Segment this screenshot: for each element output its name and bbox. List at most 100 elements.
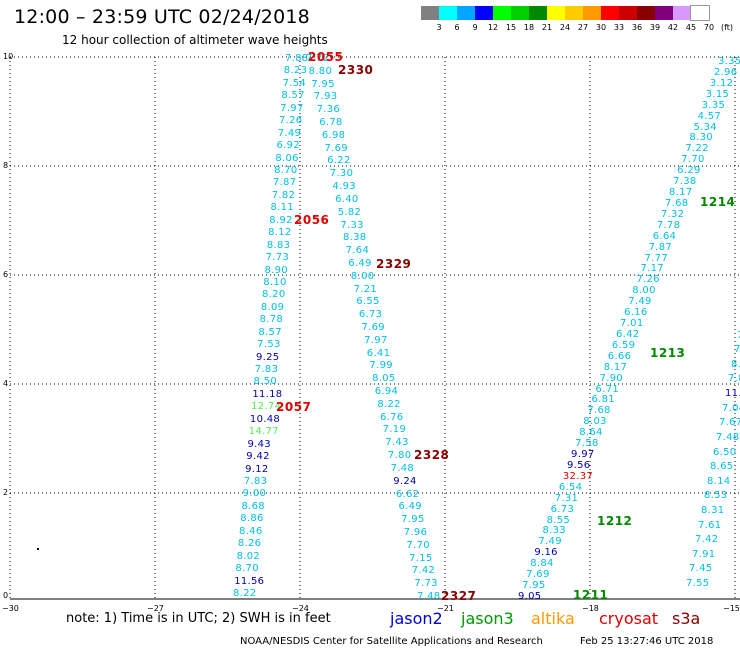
wave-height-value: 6.78 xyxy=(319,117,343,129)
wave-height-value: 9.12 xyxy=(245,463,269,475)
wave-height-value: 7.95 xyxy=(522,580,546,592)
wave-height-value: 7.68 xyxy=(664,197,689,209)
scale-swatch xyxy=(547,6,565,20)
scale-label: 45 xyxy=(685,23,697,32)
wave-height-value: 7.32 xyxy=(660,208,685,220)
scale-swatch xyxy=(457,6,475,20)
wave-height-value: 7.69 xyxy=(324,142,348,154)
x-tick-label: −27 xyxy=(147,604,164,613)
wave-height-value: 7.70 xyxy=(681,154,705,166)
track-id-label: 1213 xyxy=(650,346,686,360)
wave-height-value: 8.92 xyxy=(269,214,293,226)
wave-height-value: 6.42 xyxy=(615,328,640,340)
wave-height-value: 7.36 xyxy=(316,104,341,116)
wave-height-value: 9.43 xyxy=(247,438,271,450)
scale-label: 18 xyxy=(523,23,535,32)
wave-height-value: 6.55 xyxy=(356,296,380,308)
wave-height-value: 6.50 xyxy=(713,446,737,458)
wave-height-value: 4.57 xyxy=(697,110,722,122)
wave-height-value: 6.81 xyxy=(591,394,615,406)
track-id-label: 2055 xyxy=(308,50,344,64)
scale-label: 12 xyxy=(487,23,499,32)
scale-swatch xyxy=(439,6,457,20)
wave-height-value: 7.61 xyxy=(698,519,722,531)
wave-height-value: 11.34 xyxy=(725,388,740,400)
legend-s3a: s3a xyxy=(672,609,701,628)
wave-height-value: 7.19 xyxy=(382,424,407,436)
wave-height-value: 7.55 xyxy=(686,578,710,589)
scale-label: 70 xyxy=(703,23,715,32)
y-tick-label: 0 xyxy=(3,591,9,600)
track-id-label: 1212 xyxy=(597,514,633,528)
scale-swatch xyxy=(655,6,673,20)
wave-height-value: 6.76 xyxy=(380,411,404,423)
wave-height-value: 8.46 xyxy=(239,525,263,537)
scale-swatch xyxy=(565,6,583,20)
scale-label: 36 xyxy=(631,23,643,32)
wave-height-value: 7.83 xyxy=(243,476,268,488)
wave-height-value: 7.04 xyxy=(722,402,740,414)
wave-height-value: 7.45 xyxy=(689,563,713,575)
wave-height-value: 7.01 xyxy=(620,318,644,330)
wave-height-value: 7.77 xyxy=(644,252,668,264)
wave-height-value: 6.41 xyxy=(366,347,391,359)
wave-height-value: 9.05 xyxy=(518,591,542,602)
wave-height-value: 7.82 xyxy=(271,189,296,201)
wave-height-value: 7.26 xyxy=(636,274,660,286)
wave-height-value: 8.65 xyxy=(710,461,734,473)
wave-height-value: 8.09 xyxy=(260,301,285,313)
wave-height-value: 7.49 xyxy=(538,536,562,548)
wave-height-value: 8.80 xyxy=(308,65,333,77)
wave-height-value: 7.68 xyxy=(587,405,611,417)
wave-height-value: 7.97 xyxy=(280,102,304,114)
color-scale xyxy=(421,5,710,21)
wave-height-value: 7.73 xyxy=(414,578,438,590)
wave-height-value: 8.90 xyxy=(264,264,288,276)
x-tick-label: −18 xyxy=(582,604,599,613)
x-tick-label: −15 xyxy=(723,604,740,613)
wave-height-value: 7.87 xyxy=(272,177,297,189)
scale-label: 42 xyxy=(667,23,679,32)
wave-height-value: 8.22 xyxy=(233,588,257,599)
wave-height-value: 6.16 xyxy=(624,307,648,319)
scale-swatch xyxy=(673,6,691,20)
scale-label: 30 xyxy=(595,23,607,32)
track-id-label: 2329 xyxy=(376,257,412,271)
wave-height-value: 7.42 xyxy=(411,565,436,577)
track-id-label: 2057 xyxy=(276,400,312,414)
wave-height-value: 7.88 xyxy=(285,53,309,64)
wave-height-value: 11.18 xyxy=(252,388,283,400)
wave-height-value: 8.55 xyxy=(546,514,571,526)
scale-label: (ft) xyxy=(720,23,734,32)
wave-height-value: 6.94 xyxy=(374,386,399,398)
wave-height-value: 6.73 xyxy=(550,503,575,515)
wave-height-value: 9.42 xyxy=(246,451,270,463)
wave-height-value: 3.35 xyxy=(701,99,726,111)
wave-height-value: 7.95 xyxy=(311,78,335,90)
wave-height-value: 5.82 xyxy=(337,206,362,218)
note: note: 1) Time is in UTC; 2) SWH is in fe… xyxy=(66,611,331,626)
wave-height-value: 8.22 xyxy=(377,398,401,410)
wave-height-value: 8.05 xyxy=(372,373,396,385)
wave-height-value: 3.35 xyxy=(718,56,740,67)
wave-height-value: 7.99 xyxy=(369,360,393,372)
wave-height-value: 9.97 xyxy=(571,449,595,461)
wave-height-value: 7.95 xyxy=(401,514,425,526)
track-id-label: 1214 xyxy=(700,195,736,209)
wave-height-value: 6.59 xyxy=(611,339,636,351)
x-tick-label: −24 xyxy=(292,604,309,613)
y-tick-label: 2 xyxy=(3,488,9,497)
scale-label: 6 xyxy=(454,23,460,32)
wave-height-value: 6.73 xyxy=(358,309,383,321)
track-id-label: 2330 xyxy=(338,63,374,77)
wave-height-value: 7.78 xyxy=(656,219,681,231)
wave-height-value: 7.30 xyxy=(329,168,354,180)
scale-label: 15 xyxy=(505,23,517,32)
track-id-label: 2056 xyxy=(294,213,330,227)
scale-label: 33 xyxy=(613,23,625,32)
y-tick-label: 6 xyxy=(3,270,9,279)
wave-height-value: 7.96 xyxy=(403,526,428,538)
wave-height-value: 8.06 xyxy=(275,152,299,164)
wave-height-value: 7.72 xyxy=(306,53,330,64)
